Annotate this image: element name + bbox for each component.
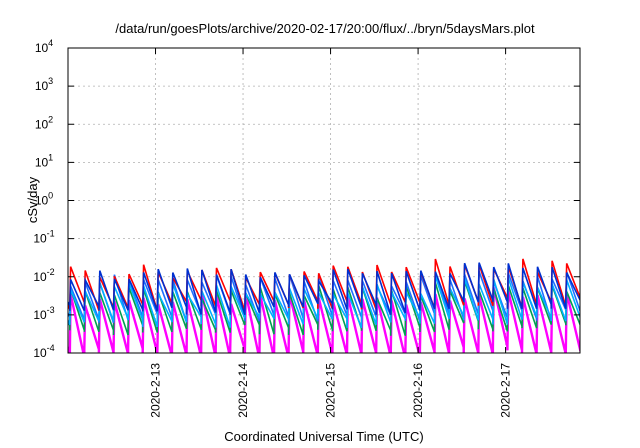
x-tick-label: 2020-2-13 (149, 363, 163, 418)
x-tick-label: 2020-2-14 (236, 363, 250, 418)
x-tick-label: 2020-2-15 (324, 363, 338, 418)
series-line-6 (68, 262, 580, 316)
y-tick-label: 10-2 (33, 267, 54, 284)
y-tick-label: 10-3 (33, 305, 54, 322)
y-ticks: 10-4 10-3 10-2 10-1 100 101 102 103 104 (33, 38, 580, 360)
x-tick-label: 2020-2-17 (499, 363, 513, 418)
x-tick-label: 2020-2-16 (411, 363, 425, 418)
y-tick-label: 10-4 (33, 343, 54, 360)
y-tick-label: 103 (35, 76, 53, 93)
y-axis-label: cSv/day (25, 176, 40, 223)
y-tick-label: 102 (35, 114, 53, 131)
grid (68, 48, 580, 353)
chart-title: /data/run/goesPlots/archive/2020-02-17/2… (115, 21, 535, 36)
series-group (68, 258, 580, 353)
x-axis-label: Coordinated Universal Time (UTC) (224, 429, 423, 444)
y-tick-label: 100 (35, 191, 53, 208)
y-tick-label: 10-1 (33, 229, 54, 246)
x-ticks: 2020-2-13 2020-2-14 2020-2-15 2020-2-16 2020… (149, 48, 513, 418)
y-tick-label: 104 (35, 38, 53, 55)
y-tick-label: 101 (35, 152, 53, 169)
